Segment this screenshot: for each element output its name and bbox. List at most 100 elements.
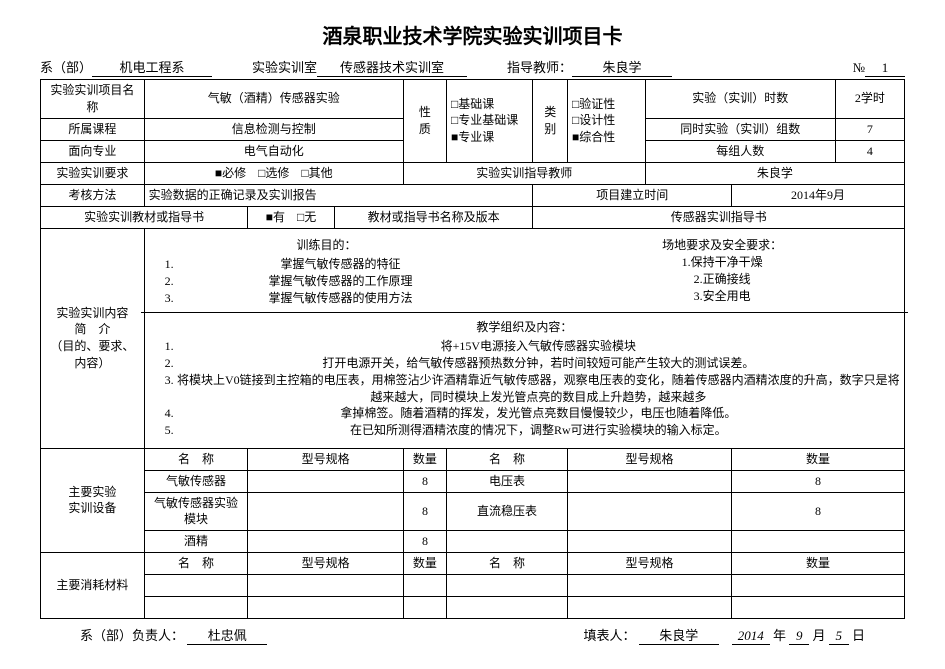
safe-2: 2.正确接线 (544, 271, 900, 288)
hours-value: 2学时 (835, 80, 904, 119)
group-label: 每组人数 (645, 140, 835, 162)
step-5: 在已知所测得酒精浓度的情况下，调整Rw可进行实验模块的输入标定。 (177, 422, 900, 439)
consume-h-name-1: 名 称 (144, 553, 248, 575)
time-label: 项目建立时间 (533, 184, 732, 206)
date-month: 9 (789, 628, 809, 645)
step-4: 拿掉棉签。随着酒精的挥发，发光管点亮数目慢慢较少，电压也随着降低。 (177, 405, 900, 422)
card-table: 实验实训项目名称 气敏（酒精）传感器实验 性 质 □基础课 □专业基础课 ■专业… (40, 79, 905, 619)
time-value: 2014年9月 (732, 184, 905, 206)
dept-label: 系（部） (40, 57, 92, 76)
equip-r2-name: 气敏传感器实验模块 (144, 492, 248, 531)
objectives-block: 训练目的： 掌握气敏传感器的特征 掌握气敏传感器的工作原理 掌握气敏传感器的使用… (149, 237, 505, 306)
day-label: 日 (852, 628, 865, 643)
equip-r1b-name: 电压表 (447, 470, 568, 492)
equip-h-name-2: 名 称 (447, 448, 568, 470)
safe-1: 1.保持干净干燥 (544, 254, 900, 271)
content-label: 实验实训内容 简 介 （目的、要求、 内容） (41, 228, 145, 448)
date-year: 2014 (732, 628, 770, 645)
lab-value: 传感器技术实训室 (317, 57, 467, 77)
parallel-value: 7 (835, 118, 904, 140)
nature-label: 性 质 (403, 80, 446, 163)
category-options: □验证性 □设计性 ■综合性 (567, 80, 645, 163)
row-project: 实验实训项目名称 气敏（酒精）传感器实验 性 质 □基础课 □专业基础课 ■专业… (41, 80, 905, 119)
teacher-label: 指导教师： (507, 57, 572, 76)
row-assess: 考核方法 实验数据的正确记录及实训报告 项目建立时间 2014年9月 (41, 184, 905, 206)
equip-r1b-qty: 8 (732, 470, 905, 492)
equip-r1-name: 气敏传感器 (144, 470, 248, 492)
step-3: 将模块上V0链接到主控箱的电压表，用棉签沾少许酒精靠近气敏传感器，观察电压表的变… (177, 372, 900, 406)
page-title: 酒泉职业技术学院实验实训项目卡 (40, 20, 905, 49)
course-label: 所属课程 (41, 118, 145, 140)
safe-title: 场地要求及安全要求： (544, 237, 900, 254)
row-consume-header: 主要消耗材料 名 称 型号规格 数量 名 称 型号规格 数量 (41, 553, 905, 575)
obj-3: 掌握气敏传感器的使用方法 (177, 290, 505, 307)
filler-value: 朱良学 (639, 625, 719, 645)
equip-h-qty-2: 数量 (732, 448, 905, 470)
equip-r1-qty: 8 (403, 470, 446, 492)
major-label: 面向专业 (41, 140, 145, 162)
book-name-value: 传感器实训指导书 (533, 206, 905, 228)
project-name-label: 实验实训项目名称 (41, 80, 145, 119)
footer-line: 系（部）负责人： 杜忠佩 填表人： 朱良学 2014 年 9 月 5 日 (40, 625, 905, 645)
equip-r3-name: 酒精 (144, 531, 248, 553)
content-body: 训练目的： 掌握气敏传感器的特征 掌握气敏传感器的工作原理 掌握气敏传感器的使用… (144, 228, 904, 448)
obj-1: 掌握气敏传感器的特征 (177, 256, 505, 273)
equip-r1-spec (248, 470, 404, 492)
year-label: 年 (773, 628, 786, 643)
req-options: ■必修 □选修 □其他 (144, 162, 403, 184)
equip-r2-spec (248, 492, 404, 531)
equip-r3b-name (447, 531, 568, 553)
step-2: 打开电源开关，给气敏传感器预热数分钟，若时间较短可能产生较大的测试误差。 (177, 355, 900, 372)
equip-r2b-qty: 8 (732, 492, 905, 531)
equip-r3b-spec (567, 531, 731, 553)
equip-r2b-spec (567, 492, 731, 531)
dept-head-label: 系（部）负责人： (80, 628, 184, 643)
consume-h-spec-2: 型号规格 (567, 553, 731, 575)
row-requirement: 实验实训要求 ■必修 □选修 □其他 实验实训指导教师 朱良学 (41, 162, 905, 184)
group-value: 4 (835, 140, 904, 162)
equip-r3b-qty (732, 531, 905, 553)
parallel-label: 同时实验（实训）组数 (645, 118, 835, 140)
row-consume-2 (41, 597, 905, 619)
obj-2: 掌握气敏传感器的工作原理 (177, 273, 505, 290)
org-title: 教学组织及内容： (149, 319, 900, 336)
consume-h-name-2: 名 称 (447, 553, 568, 575)
consume-h-spec-1: 型号规格 (248, 553, 404, 575)
category-label: 类 别 (533, 80, 568, 163)
row-consume-1 (41, 575, 905, 597)
lab-label: 实验实训室 (252, 57, 317, 76)
header-line: 系（部） 机电工程系 实验实训室 传感器技术实训室 指导教师： 朱良学 № 1 (40, 57, 905, 77)
book-label: 实验实训教材或指导书 (41, 206, 248, 228)
step-1: 将+15V电源接入气敏传感器实验模块 (177, 338, 900, 355)
equip-r3-qty: 8 (403, 531, 446, 553)
hours-label: 实验（实训）时数 (645, 80, 835, 119)
date-day: 5 (829, 628, 849, 645)
req-label: 实验实训要求 (41, 162, 145, 184)
equip-label: 主要实验 实训设备 (41, 448, 145, 553)
no-label: № (853, 60, 865, 76)
project-name: 气敏（酒精）传感器实验 (144, 80, 403, 119)
assess-label: 考核方法 (41, 184, 145, 206)
equip-h-spec-1: 型号规格 (248, 448, 404, 470)
row-equip-header: 主要实验 实训设备 名 称 型号规格 数量 名 称 型号规格 数量 (41, 448, 905, 470)
no-value: 1 (865, 60, 905, 77)
nature-options: □基础课 □专业基础课 ■专业课 (447, 80, 533, 163)
safe-3: 3.安全用电 (544, 288, 900, 305)
course-value: 信息检测与控制 (144, 118, 403, 140)
row-equip-1: 气敏传感器 8 电压表 8 (41, 470, 905, 492)
equip-h-qty-1: 数量 (403, 448, 446, 470)
equip-r2b-name: 直流稳压表 (447, 492, 568, 531)
dept-value: 机电工程系 (92, 57, 212, 77)
book-name-label: 教材或指导书名称及版本 (334, 206, 533, 228)
row-equip-3: 酒精 8 (41, 531, 905, 553)
dept-head-value: 杜忠佩 (187, 625, 267, 645)
row-book: 实验实训教材或指导书 ■有 □无 教材或指导书名称及版本 传感器实训指导书 (41, 206, 905, 228)
guide-teacher-value: 朱良学 (645, 162, 904, 184)
row-content: 实验实训内容 简 介 （目的、要求、 内容） 训练目的： 掌握气敏传感器的特征 … (41, 228, 905, 448)
book-opt: ■有 □无 (248, 206, 334, 228)
obj-title: 训练目的： (149, 237, 505, 254)
equip-r1b-spec (567, 470, 731, 492)
equip-r3-spec (248, 531, 404, 553)
equip-r2-qty: 8 (403, 492, 446, 531)
major-value: 电气自动化 (144, 140, 403, 162)
